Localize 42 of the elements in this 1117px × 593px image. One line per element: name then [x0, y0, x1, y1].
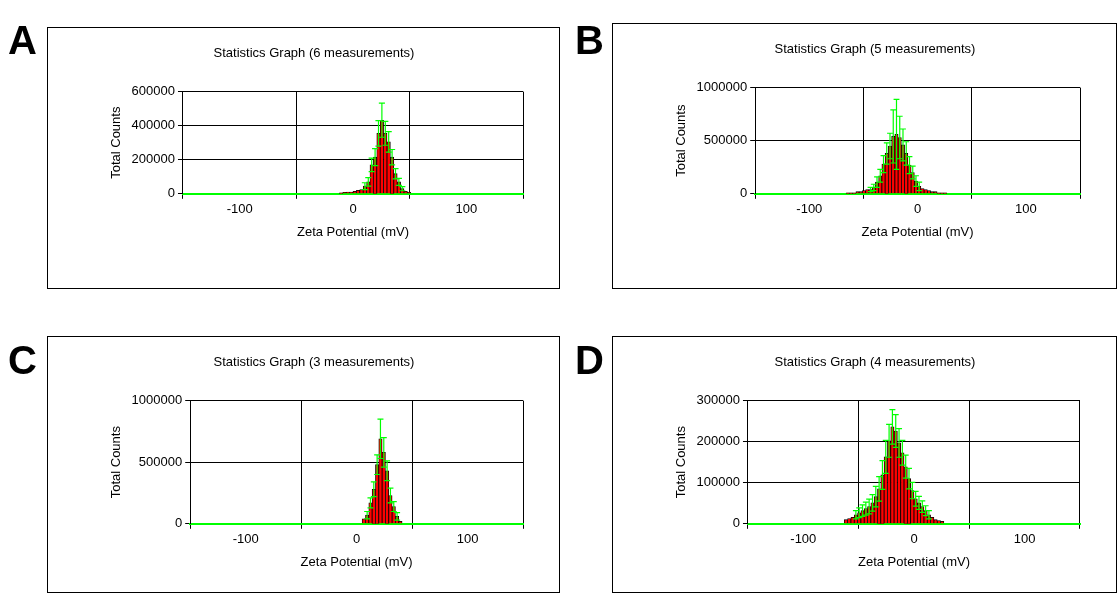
- x-tick-label: 0: [910, 531, 918, 547]
- text: D: [575, 338, 604, 382]
- y-tick-label: 0: [732, 515, 740, 531]
- x-axis-title: Zeta Potential (mV): [861, 223, 974, 239]
- x-tick-label: 100: [1015, 201, 1037, 217]
- y-tick-label: 200000: [696, 433, 740, 449]
- x-tick-label: 0: [352, 531, 361, 547]
- chart-title: Statistics Graph (3 measurements): [213, 354, 415, 370]
- text: C: [8, 338, 37, 382]
- text: A: [8, 18, 37, 62]
- x-tick-label: 0: [349, 201, 357, 217]
- y-tick-label: 300000: [696, 392, 740, 408]
- y-tick-label: 0: [167, 185, 175, 201]
- x-tick-label: 0: [913, 201, 922, 217]
- x-tick-label: 100: [456, 531, 479, 547]
- x-tick-label: -100: [232, 531, 259, 547]
- y-tick-label: 200000: [131, 151, 175, 167]
- y-tick-label: 500000: [138, 453, 183, 469]
- x-tick-label: 100: [1013, 531, 1036, 547]
- y-tick-label: 0: [739, 185, 748, 201]
- text: B: [575, 18, 604, 62]
- x-axis-title: Zeta Potential (mV): [300, 553, 413, 569]
- y-tick-label: 100000: [696, 474, 740, 490]
- chart-title: Statistics Graph (6 measurements): [213, 45, 415, 61]
- y-tick-label: 600000: [131, 83, 175, 99]
- y-axis-title: Total Counts: [108, 106, 124, 179]
- x-tick-label: -100: [226, 201, 253, 217]
- y-tick-label: 500000: [703, 132, 748, 148]
- y-tick-label: 0: [174, 515, 183, 531]
- y-axis-title: Total Counts: [108, 425, 124, 499]
- y-axis-title: Total Counts: [673, 425, 689, 499]
- y-tick-label: 1000000: [131, 392, 183, 408]
- y-tick-label: 400000: [131, 117, 175, 133]
- y-tick-label: 1000000: [696, 79, 748, 95]
- y-axis-title: Total Counts: [673, 104, 689, 177]
- chart-title: Statistics Graph (4 measurements): [774, 354, 976, 370]
- x-axis-title: Zeta Potential (mV): [296, 223, 409, 239]
- x-tick-label: -100: [796, 201, 823, 217]
- chart-title: Statistics Graph (5 measurements): [774, 41, 976, 57]
- x-tick-label: -100: [790, 531, 817, 547]
- x-axis-title: Zeta Potential (mV): [857, 553, 970, 569]
- x-tick-label: 100: [455, 201, 478, 217]
